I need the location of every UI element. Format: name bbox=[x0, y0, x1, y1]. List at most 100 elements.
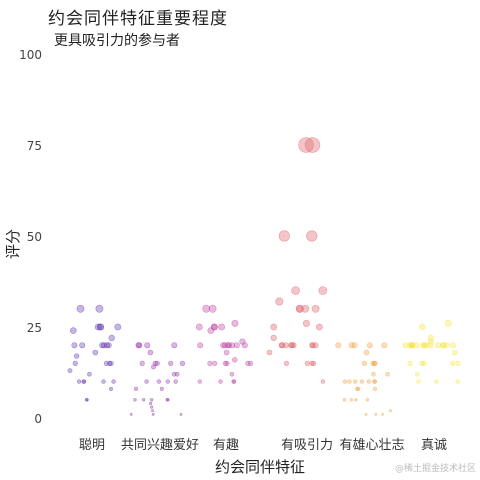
data-point bbox=[423, 342, 430, 349]
data-point bbox=[381, 342, 388, 349]
data-point bbox=[371, 360, 377, 367]
data-point bbox=[229, 342, 236, 349]
data-point bbox=[67, 368, 73, 374]
data-point bbox=[73, 353, 80, 359]
data-point bbox=[455, 360, 461, 367]
data-point bbox=[347, 379, 352, 384]
data-point bbox=[245, 360, 251, 367]
data-point bbox=[452, 349, 458, 356]
data-point bbox=[356, 386, 361, 391]
data-point bbox=[304, 137, 321, 153]
data-point bbox=[197, 379, 203, 384]
data-point bbox=[222, 360, 228, 367]
data-point bbox=[103, 342, 110, 349]
data-point bbox=[109, 386, 114, 391]
chart-subtitle: 更具吸引力的参与者 bbox=[54, 33, 180, 49]
data-point bbox=[421, 360, 427, 367]
data-point bbox=[94, 323, 102, 331]
data-point bbox=[111, 379, 116, 384]
data-point bbox=[364, 412, 368, 416]
data-point bbox=[298, 137, 314, 153]
data-point bbox=[355, 386, 360, 391]
watermark: @稀土掘金技术社区 bbox=[394, 464, 476, 474]
y-tick-label: 75 bbox=[27, 139, 42, 153]
data-point bbox=[173, 379, 178, 384]
data-point bbox=[309, 360, 315, 367]
data-point bbox=[171, 342, 178, 349]
data-point bbox=[407, 342, 414, 349]
data-point bbox=[302, 319, 310, 327]
data-point bbox=[385, 371, 390, 377]
data-point bbox=[144, 342, 151, 349]
data-point bbox=[114, 323, 122, 331]
data-point bbox=[106, 360, 113, 367]
data-point bbox=[427, 342, 434, 349]
data-point bbox=[304, 360, 310, 367]
data-point bbox=[220, 342, 227, 349]
data-points bbox=[67, 137, 461, 416]
data-point bbox=[361, 360, 368, 367]
data-point bbox=[421, 342, 428, 349]
data-point bbox=[349, 398, 353, 402]
data-point bbox=[233, 342, 240, 349]
data-point bbox=[278, 230, 290, 242]
data-point bbox=[149, 401, 153, 406]
data-point bbox=[309, 342, 316, 349]
data-point bbox=[335, 342, 342, 349]
data-point bbox=[402, 342, 409, 349]
data-point bbox=[166, 398, 170, 402]
chart-title: 约会同伴特征重要程度 bbox=[48, 9, 228, 29]
data-point bbox=[416, 379, 421, 384]
data-point bbox=[171, 371, 177, 377]
data-point bbox=[306, 230, 318, 242]
data-point bbox=[168, 360, 174, 367]
data-point bbox=[354, 398, 358, 402]
data-point bbox=[210, 323, 218, 331]
data-point bbox=[434, 379, 439, 384]
data-point bbox=[434, 342, 441, 349]
data-point bbox=[366, 379, 371, 384]
data-point bbox=[270, 334, 277, 342]
data-point bbox=[270, 323, 278, 331]
data-point bbox=[408, 342, 415, 349]
data-point bbox=[208, 304, 217, 313]
data-point bbox=[151, 409, 155, 413]
data-point bbox=[165, 379, 171, 384]
x-tick-label: 共同兴趣爱好 bbox=[121, 438, 199, 453]
data-point bbox=[374, 412, 378, 416]
data-point bbox=[144, 379, 149, 384]
data-point bbox=[318, 286, 328, 295]
data-point bbox=[320, 379, 326, 384]
data-point bbox=[218, 379, 223, 384]
data-point bbox=[207, 360, 213, 367]
data-point bbox=[92, 349, 99, 356]
data-point bbox=[108, 360, 114, 367]
data-point bbox=[232, 357, 238, 363]
data-point bbox=[418, 323, 426, 331]
y-axis-label: 评分 bbox=[4, 229, 22, 259]
data-point bbox=[76, 379, 82, 384]
data-point bbox=[224, 360, 230, 367]
data-point bbox=[87, 371, 92, 377]
data-point bbox=[381, 412, 385, 416]
data-point bbox=[133, 398, 137, 402]
data-point bbox=[275, 297, 284, 306]
data-point bbox=[289, 342, 296, 349]
data-point bbox=[105, 342, 112, 349]
data-point bbox=[151, 364, 157, 370]
data-point bbox=[99, 342, 106, 349]
data-point bbox=[81, 379, 87, 384]
data-point bbox=[413, 342, 420, 349]
data-point bbox=[101, 379, 106, 384]
data-point bbox=[371, 371, 376, 377]
x-tick-label: 有吸引力 bbox=[281, 438, 333, 453]
data-point bbox=[179, 360, 186, 367]
data-point bbox=[365, 398, 369, 402]
x-tick-label: 聪明 bbox=[79, 438, 105, 453]
x-tick-label: 真诚 bbox=[421, 438, 447, 453]
data-point bbox=[414, 371, 420, 377]
data-point bbox=[129, 412, 133, 416]
data-point bbox=[139, 360, 145, 367]
data-point bbox=[388, 409, 392, 413]
